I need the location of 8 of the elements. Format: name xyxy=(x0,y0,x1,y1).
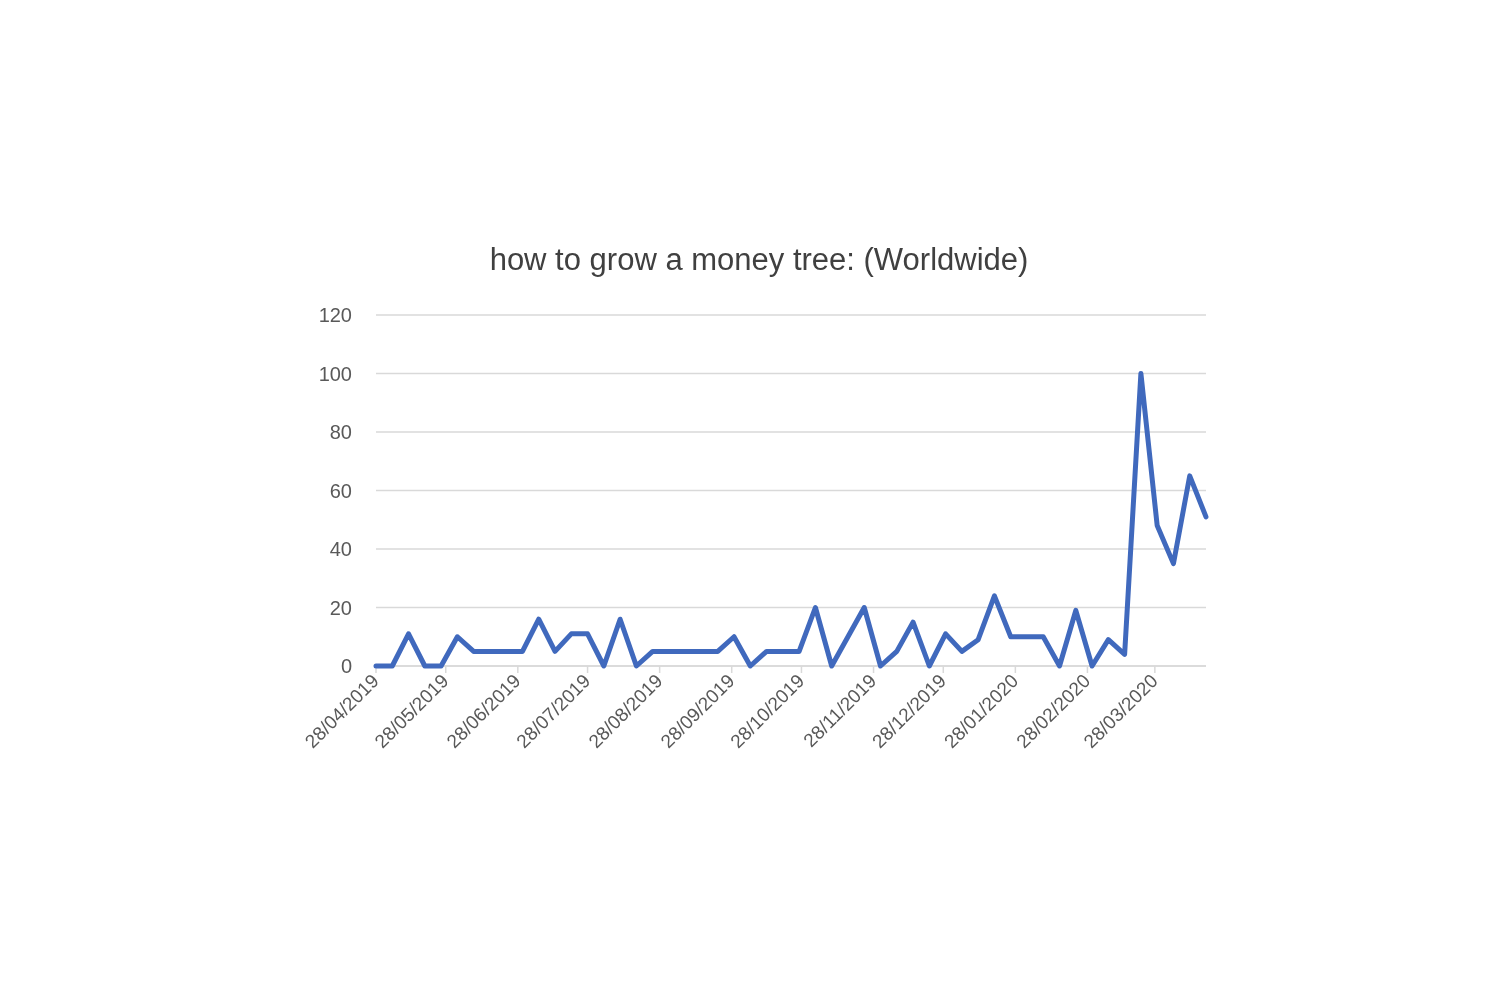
chart-title: how to grow a money tree: (Worldwide) xyxy=(489,242,1029,277)
y-tick-label: 20 xyxy=(329,596,352,619)
y-tick-label: 80 xyxy=(329,421,352,443)
y-tick-label: 0 xyxy=(340,655,352,677)
y-tick-label: 60 xyxy=(329,479,352,502)
y-tick-label: 100 xyxy=(318,362,352,385)
y-tick-label: 40 xyxy=(329,538,352,560)
y-tick-label: 120 xyxy=(318,304,352,326)
